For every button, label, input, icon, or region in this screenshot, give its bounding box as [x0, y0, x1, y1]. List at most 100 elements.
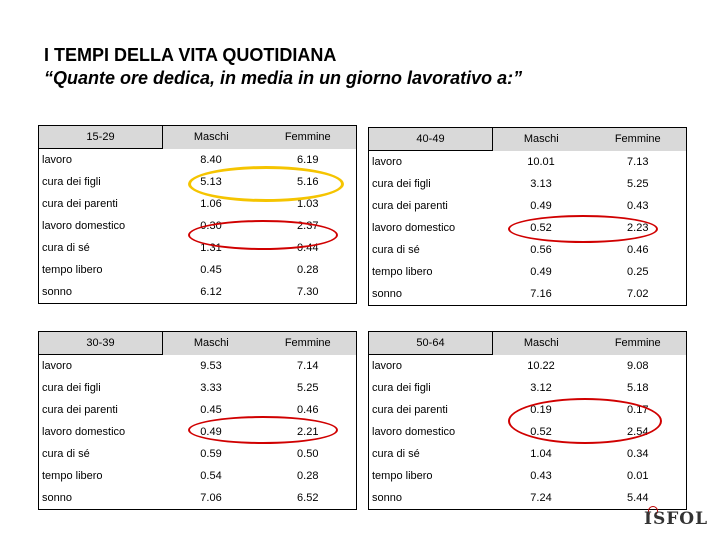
femmine-value: 0.43 — [589, 195, 687, 217]
row-label: tempo libero — [368, 261, 493, 283]
maschi-value: 0.30 — [200, 220, 222, 232]
row-label: lavoro — [368, 150, 493, 173]
femmine-header: Femmine — [259, 331, 357, 355]
table-row: cura dei figli 5.13 5.16 — [38, 171, 357, 193]
maschi-value: 1.06 — [200, 198, 222, 210]
row-label: tempo libero — [38, 465, 163, 487]
row-label: tempo libero — [368, 465, 493, 487]
row-label: lavoro — [368, 354, 493, 377]
row-label: lavoro — [38, 148, 163, 171]
maschi-value: 0.45 — [200, 404, 222, 416]
table-header-row: 15-29 Maschi Femmine — [38, 125, 357, 149]
table-row: tempo libero 0.43 0.01 — [368, 465, 687, 487]
table-row: lavoro domestico 0.52 2.23 — [368, 217, 687, 239]
row-label: cura di sé — [368, 443, 493, 465]
femmine-value: 0.34 — [589, 443, 687, 465]
maschi-value: 0.56 — [530, 244, 552, 256]
table-row: lavoro 10.01 7.13 — [368, 150, 687, 173]
table-row: tempo libero 0.49 0.25 — [368, 261, 687, 283]
row-label: cura dei parenti — [368, 195, 493, 217]
table-row: cura di sé 0.56 0.46 — [368, 239, 687, 261]
table-row: lavoro domestico 0.30 2.37 — [38, 215, 357, 237]
row-label: sonno — [38, 281, 163, 304]
maschi-value: 8.40 — [200, 153, 222, 166]
logo-arc-icon — [648, 506, 658, 516]
row-label: lavoro — [38, 354, 163, 377]
age-group-header: 40-49 — [368, 127, 493, 151]
maschi-value: 0.19 — [530, 404, 552, 416]
table-row: cura dei figli 3.33 5.25 — [38, 377, 357, 399]
femmine-value: 0.25 — [589, 261, 687, 283]
row-label: sonno — [368, 283, 493, 306]
femmine-value: 5.44 — [589, 487, 687, 510]
femmine-header: Femmine — [259, 125, 357, 149]
maschi-value: 3.33 — [200, 382, 222, 394]
table-30-39: 30-39 Maschi Femmine lavoro 9.53 7.14 cura… — [38, 331, 357, 510]
row-label: lavoro domestico — [368, 421, 493, 443]
table-row: tempo libero 0.45 0.28 — [38, 259, 357, 281]
maschi-value: 0.52 — [530, 426, 552, 438]
row-label: cura dei parenti — [38, 193, 163, 215]
table-row: tempo libero 0.54 0.28 — [38, 465, 357, 487]
femmine-value: 5.18 — [589, 377, 687, 399]
row-label: cura di sé — [368, 239, 493, 261]
maschi-value: 3.13 — [530, 178, 552, 190]
age-group-header: 30-39 — [38, 331, 163, 355]
table-row: cura di sé 0.59 0.50 — [38, 443, 357, 465]
page-subtitle: “Quante ore dedica, in media in un giorn… — [44, 68, 523, 88]
table-row: lavoro 8.40 6.19 — [38, 148, 357, 171]
table-header-row: 30-39 Maschi Femmine — [38, 331, 357, 355]
maschi-value: 0.45 — [200, 264, 222, 276]
maschi-value: 1.31 — [200, 242, 222, 254]
femmine-value: 7.30 — [259, 281, 357, 304]
maschi-value: 5.13 — [200, 176, 222, 188]
femmine-header: Femmine — [589, 127, 687, 151]
maschi-value: 7.06 — [162, 487, 260, 510]
table-row: cura di sé 1.04 0.34 — [368, 443, 687, 465]
row-label: cura dei parenti — [368, 399, 493, 421]
table-40-49: 40-49 Maschi Femmine lavoro 10.01 7.13 cur… — [368, 127, 687, 306]
row-label: lavoro domestico — [38, 421, 163, 443]
table-row: cura dei parenti 0.45 0.46 — [38, 399, 357, 421]
femmine-value: 0.50 — [259, 443, 357, 465]
row-label: sonno — [38, 487, 163, 510]
maschi-value: 10.01 — [527, 155, 555, 168]
row-label: sonno — [368, 487, 493, 510]
maschi-value: 7.24 — [492, 487, 590, 510]
femmine-value: 0.17 — [589, 399, 687, 421]
table-row: sonno 7.24 5.44 — [368, 487, 687, 510]
maschi-header: Maschi — [492, 127, 590, 151]
femmine-value: 2.37 — [259, 215, 357, 237]
femmine-value: 7.13 — [589, 150, 687, 173]
row-label: cura di sé — [38, 443, 163, 465]
table-row: cura dei figli 3.12 5.18 — [368, 377, 687, 399]
maschi-value: 10.22 — [527, 359, 555, 372]
maschi-value: 7.16 — [492, 283, 590, 306]
age-group-header: 15-29 — [38, 125, 163, 149]
femmine-value: 0.46 — [589, 239, 687, 261]
table-row: cura dei parenti 1.06 1.03 — [38, 193, 357, 215]
table-50-64: 50-64 Maschi Femmine lavoro 10.22 9.08 cur… — [368, 331, 687, 510]
femmine-value: 7.02 — [589, 283, 687, 306]
row-label: lavoro domestico — [368, 217, 493, 239]
femmine-value: 0.44 — [259, 237, 357, 259]
femmine-value: 5.25 — [589, 173, 687, 195]
femmine-value: 0.28 — [259, 259, 357, 281]
table-row: cura dei figli 3.13 5.25 — [368, 173, 687, 195]
femmine-value: 0.46 — [259, 399, 357, 421]
table-header-row: 50-64 Maschi Femmine — [368, 331, 687, 355]
maschi-value: 0.52 — [530, 222, 552, 234]
table-row: lavoro domestico 0.52 2.54 — [368, 421, 687, 443]
row-label: cura dei figli — [38, 377, 163, 399]
femmine-value: 1.03 — [259, 193, 357, 215]
page-title: I TEMPI DELLA VITA QUOTIDIANA — [44, 45, 337, 65]
row-label: lavoro domestico — [38, 215, 163, 237]
maschi-value: 0.54 — [200, 470, 222, 482]
table-row: sonno 6.12 7.30 — [38, 281, 357, 304]
femmine-value: 2.23 — [589, 217, 687, 239]
maschi-header: Maschi — [492, 331, 590, 355]
table-header-row: 40-49 Maschi Femmine — [368, 127, 687, 151]
femmine-value: 5.16 — [259, 171, 357, 193]
maschi-value: 0.49 — [530, 200, 552, 212]
maschi-value: 0.59 — [200, 448, 222, 460]
